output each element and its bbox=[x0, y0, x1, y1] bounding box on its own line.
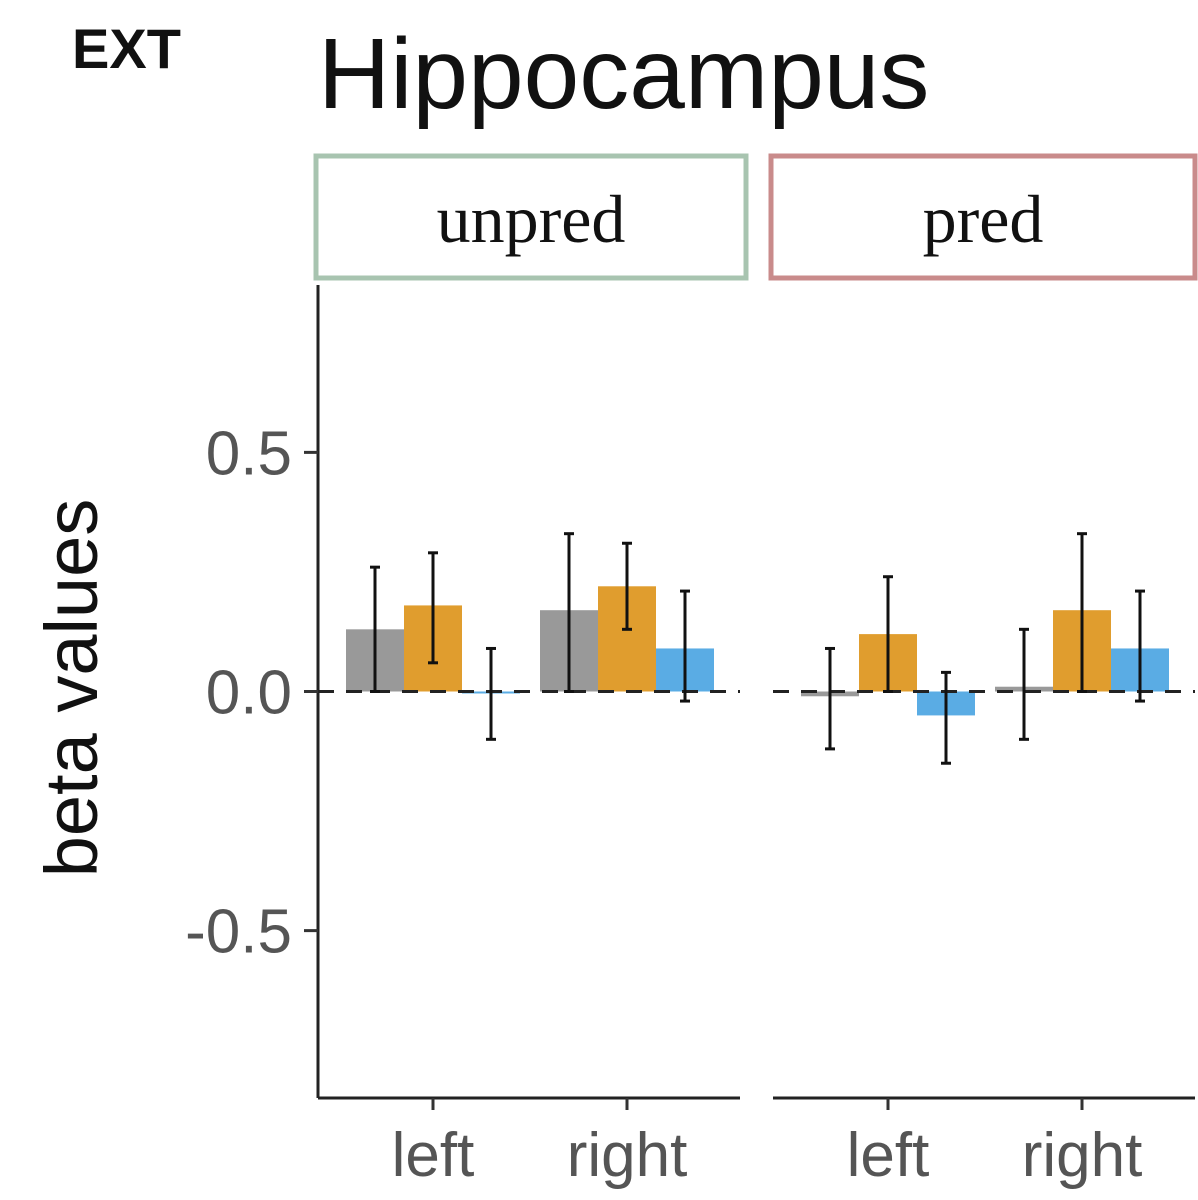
chart-title: Hippocampus bbox=[318, 18, 929, 130]
error-bar bbox=[941, 670, 951, 765]
error-bar bbox=[680, 589, 690, 703]
y-tick-label: -0.5 bbox=[185, 898, 292, 967]
error-bar bbox=[564, 532, 574, 693]
error-bar bbox=[1019, 627, 1029, 741]
x-tick-label: right bbox=[567, 1121, 688, 1190]
x-tick-label: left bbox=[847, 1121, 930, 1190]
x-tick-label: right bbox=[1022, 1121, 1143, 1190]
facet-pred: pred left right bbox=[768, 153, 1198, 1190]
facet-unpred: unpred left right bbox=[313, 153, 749, 1190]
facet-strip-label: pred bbox=[923, 181, 1044, 257]
error-bar bbox=[622, 541, 632, 631]
error-bar bbox=[370, 565, 380, 693]
error-bar bbox=[883, 575, 893, 693]
facets: unpred left right pred left right bbox=[313, 153, 1198, 1190]
y-axis-ticks: 0.5 0.0 -0.5 bbox=[185, 419, 318, 967]
error-bar bbox=[486, 646, 496, 741]
facet-strip bbox=[313, 153, 749, 281]
panel-tag: EXT bbox=[72, 17, 181, 80]
error-bar bbox=[825, 646, 835, 751]
error-bar bbox=[1135, 589, 1145, 703]
error-bar bbox=[1077, 532, 1087, 693]
error-bar bbox=[428, 551, 438, 665]
y-axis-label: beta values bbox=[30, 499, 113, 878]
y-tick-label: 0.5 bbox=[206, 419, 292, 488]
facet-strip bbox=[768, 153, 1198, 281]
facet-strip-label: unpred bbox=[437, 181, 626, 257]
y-tick-label: 0.0 bbox=[206, 659, 292, 728]
x-tick-label: left bbox=[392, 1121, 475, 1190]
